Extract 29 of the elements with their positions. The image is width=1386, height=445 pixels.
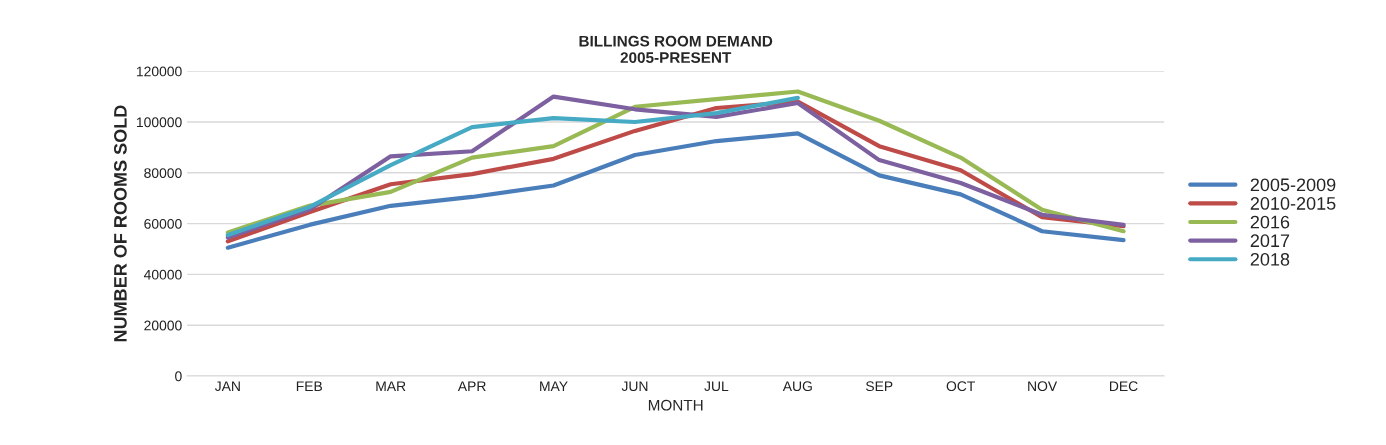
chart-title: BILLINGS ROOM DEMAND 2005-PRESENT — [579, 35, 773, 64]
x-tick-label: OCT — [946, 381, 976, 392]
x-tick-label: JUN — [621, 381, 648, 392]
legend-label: 2017 — [1250, 234, 1290, 248]
y-tick-label: 80000 — [144, 168, 182, 178]
legend-label: 2016 — [1250, 215, 1290, 229]
x-tick-label: JUL — [704, 381, 729, 392]
y-tick-label: 40000 — [143, 269, 182, 280]
x-tick-label: SEP — [865, 381, 893, 392]
x-tick-label: JAN — [214, 381, 240, 392]
y-tick-label: 0 — [175, 371, 182, 382]
x-tick-label: NOV — [1028, 381, 1058, 392]
x-tick-label: FEB — [296, 381, 323, 391]
y-axis-title: NUMBER OF ROOMS SOLD — [114, 105, 127, 342]
y-tick-label: 100000 — [136, 117, 182, 128]
x-axis-title: MONTH — [648, 399, 703, 411]
legend-label: 2010-2015 — [1250, 197, 1336, 210]
legend-label: 2018 — [1250, 252, 1290, 266]
x-tick-label: MAR — [376, 381, 406, 391]
x-tick-label: AUG — [782, 381, 812, 392]
y-tick-label: 60000 — [144, 218, 182, 229]
y-tick-label: 120000 — [136, 66, 182, 77]
x-tick-label: APR — [457, 381, 486, 391]
y-tick-label: 20000 — [144, 320, 182, 331]
x-tick-label: MAY — [540, 381, 568, 391]
line-series — [225, 95, 800, 238]
line-series — [225, 131, 1126, 250]
x-tick-label: DEC — [1110, 381, 1138, 392]
legend-label: 2005-2009 — [1250, 178, 1336, 192]
